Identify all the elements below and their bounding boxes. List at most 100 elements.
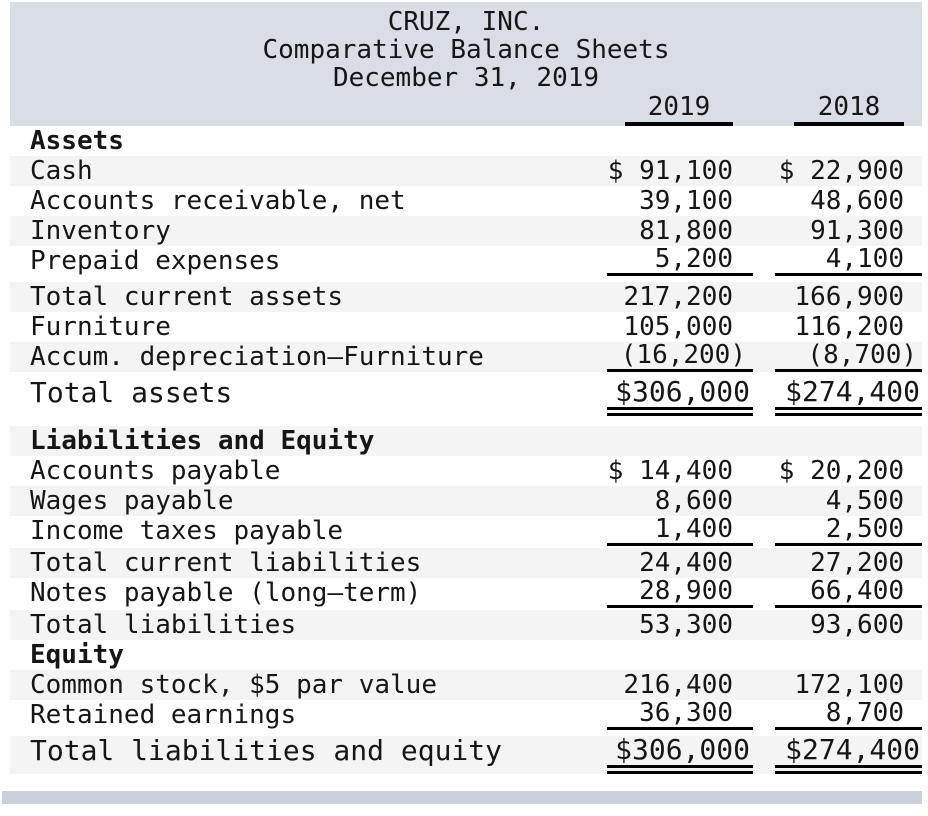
column-header-cell-2019: 2019 [607,92,753,126]
row-accounts-receivable: Accounts receivable, net 39,100 48,600 [10,186,922,216]
value-2019: $306,000 [607,378,753,416]
section-header-equity: Equity [10,640,922,670]
value-2019: 39,100 [639,186,733,216]
row-retained-earnings: Retained earnings 36,300 8,700 [10,700,922,730]
row-label: Furniture [30,312,171,342]
balance-sheet: CRUZ, INC. Comparative Balance Sheets De… [10,2,922,774]
row-label: Wages payable [30,486,234,516]
row-inventory: Inventory 81,800 91,300 [10,216,922,246]
value-cell-2018 [775,426,922,456]
value-cell-2018: 166,900 [775,282,922,312]
column-header-cell-2018: 2018 [775,92,922,126]
row-label: Retained earnings [30,700,297,730]
value-cell-2018: (8,700) [775,342,922,372]
value-cell-2019: 105,000 [607,312,753,342]
row-income-taxes-payable: Income taxes payable 1,400 2,500 [10,516,922,546]
value-2018: 116,200 [794,312,904,342]
bottom-panel-bar [2,791,922,804]
value-2019: 36,300 [607,700,753,730]
section-label: Equity [30,640,124,670]
row-label: Total assets [30,378,233,409]
value-cell-2018: 66,400 [775,578,922,608]
value-cell-2018: 2,500 [775,516,922,546]
row-cash: Cash $ 91,100 $ 22,900 [10,156,922,186]
value-2019: 24,400 [639,548,733,578]
value-2018: 4,500 [825,486,904,516]
value-cell-2018: 4,100 [775,246,922,276]
value-cell-2018: $274,400 [775,378,922,416]
row-common-stock: Common stock, $5 par value 216,400 172,1… [10,670,922,700]
value-cell-2018: 4,500 [775,486,922,516]
row-total-assets: Total assets $306,000 $274,400 [10,378,922,416]
value-cell-2019: 53,300 [607,610,753,640]
value-cell-2019: 1,400 [607,516,753,546]
column-header-2018: 2018 [794,92,904,126]
row-label: Cash [30,156,93,186]
row-label: Total current liabilities [30,548,422,578]
value-2019: 217,200 [623,282,733,312]
value-2018: $274,400 [775,736,922,774]
value-cell-2019: $306,000 [607,736,753,774]
row-label: Notes payable (long–term) [30,578,422,608]
value-cell-2019: 217,200 [607,282,753,312]
value-2019: 8,600 [654,486,733,516]
value-cell-2018: 93,600 [775,610,922,640]
value-2018: $274,400 [775,378,922,416]
value-cell-2019: 28,900 [607,578,753,608]
section-label: Liabilities and Equity [30,426,375,456]
value-2018: 91,300 [810,216,904,246]
value-cell-2018: 8,700 [775,700,922,730]
section-header-liabilities-and-equity: Liabilities and Equity [10,426,922,456]
value-cell-2018: $ 22,900 [775,156,922,186]
row-furniture: Furniture 105,000 116,200 [10,312,922,342]
section-label: Assets [30,126,124,156]
column-header-2019: 2019 [625,92,733,126]
sheet-header: CRUZ, INC. Comparative Balance Sheets De… [10,2,922,126]
value-cell-2018: 116,200 [775,312,922,342]
value-2018: 66,400 [775,578,922,608]
row-label: Total current assets [30,282,344,312]
value-2019: $306,000 [607,736,753,774]
value-cell-2019: $ 14,400 [607,456,753,486]
value-cell-2019: 39,100 [607,186,753,216]
value-2019: 28,900 [607,578,753,608]
row-total-current-assets: Total current assets 217,200 166,900 [10,282,922,312]
value-2018: (8,700) [775,342,922,372]
section-header-assets: Assets [10,126,922,156]
value-cell-2019 [607,640,753,670]
row-notes-payable: Notes payable (long–term) 28,900 66,400 [10,578,922,608]
row-label: Total liabilities and equity [30,736,503,767]
value-cell-2019: 81,800 [607,216,753,246]
row-prepaid-expenses: Prepaid expenses 5,200 4,100 [10,246,922,276]
value-cell-2019: 24,400 [607,548,753,578]
value-2018: $ 22,900 [778,156,904,186]
value-2018: 4,100 [775,246,922,276]
value-cell-2019 [607,126,753,156]
value-cell-2019 [607,426,753,456]
row-accumulated-depreciation: Accum. depreciation—Furniture (16,200) (… [10,342,922,372]
row-label: Inventory [30,216,171,246]
row-label: Total liabilities [30,610,297,640]
value-cell-2018: $274,400 [775,736,922,774]
value-2019: $ 14,400 [607,456,733,486]
value-cell-2018: 91,300 [775,216,922,246]
value-cell-2018 [775,126,922,156]
value-cell-2019: $ 91,100 [607,156,753,186]
row-label: Income taxes payable [30,516,344,546]
value-2018: 27,200 [810,548,904,578]
row-total-current-liabilities: Total current liabilities 24,400 27,200 [10,548,922,578]
value-cell-2019: 8,600 [607,486,753,516]
value-2018: 2,500 [775,516,922,546]
row-total-liabilities-and-equity: Total liabilities and equity $306,000 $2… [10,736,922,774]
value-2019: (16,200) [607,342,753,372]
sheet-date: December 31, 2019 [332,63,600,93]
value-2018: 48,600 [810,186,904,216]
value-cell-2019: 5,200 [607,246,753,276]
row-label: Prepaid expenses [30,246,281,276]
row-wages-payable: Wages payable 8,600 4,500 [10,486,922,516]
value-cell-2018: 27,200 [775,548,922,578]
value-cell-2018: 48,600 [775,186,922,216]
column-header-spacer [10,92,607,126]
value-cell-2019: $306,000 [607,378,753,416]
value-2019: 81,800 [639,216,733,246]
